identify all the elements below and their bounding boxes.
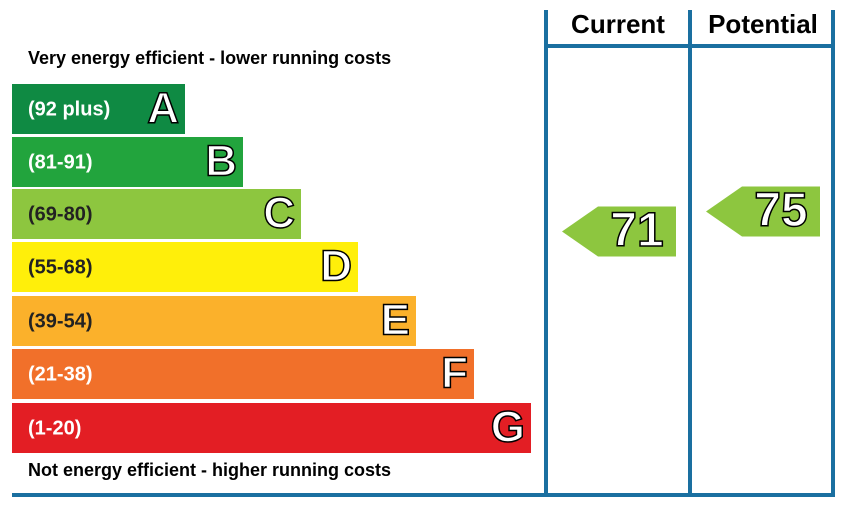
band-letter: E: [381, 296, 410, 345]
band-letter: G: [491, 403, 525, 452]
band-letter: A: [147, 84, 179, 133]
band-letter: F: [441, 349, 468, 398]
band-range: (1-20): [28, 417, 81, 439]
band: [12, 84, 185, 134]
column-header: Current: [571, 9, 665, 39]
rating-arrow: [562, 206, 676, 257]
band-range: (81-91): [28, 151, 92, 173]
band: [12, 296, 416, 346]
band-range: (39-54): [28, 310, 92, 332]
band-range: (55-68): [28, 256, 92, 278]
rating-value: 71: [610, 204, 663, 257]
band: [12, 403, 531, 453]
top-note: Very energy efficient - lower running co…: [28, 48, 391, 68]
column-header: Potential: [708, 9, 818, 39]
band-range: (21-38): [28, 363, 92, 385]
band-letter: D: [320, 242, 352, 291]
bottom-note: Not energy efficient - higher running co…: [28, 460, 391, 480]
band: [12, 189, 301, 239]
band-range: (92 plus): [28, 98, 110, 120]
band-range: (69-80): [28, 203, 92, 225]
band: [12, 137, 243, 187]
band-letter: C: [263, 189, 295, 238]
rating-arrow: [706, 186, 820, 237]
band-letter: B: [205, 137, 237, 186]
band: [12, 242, 358, 292]
rating-value: 75: [754, 184, 807, 237]
band: [12, 349, 474, 399]
